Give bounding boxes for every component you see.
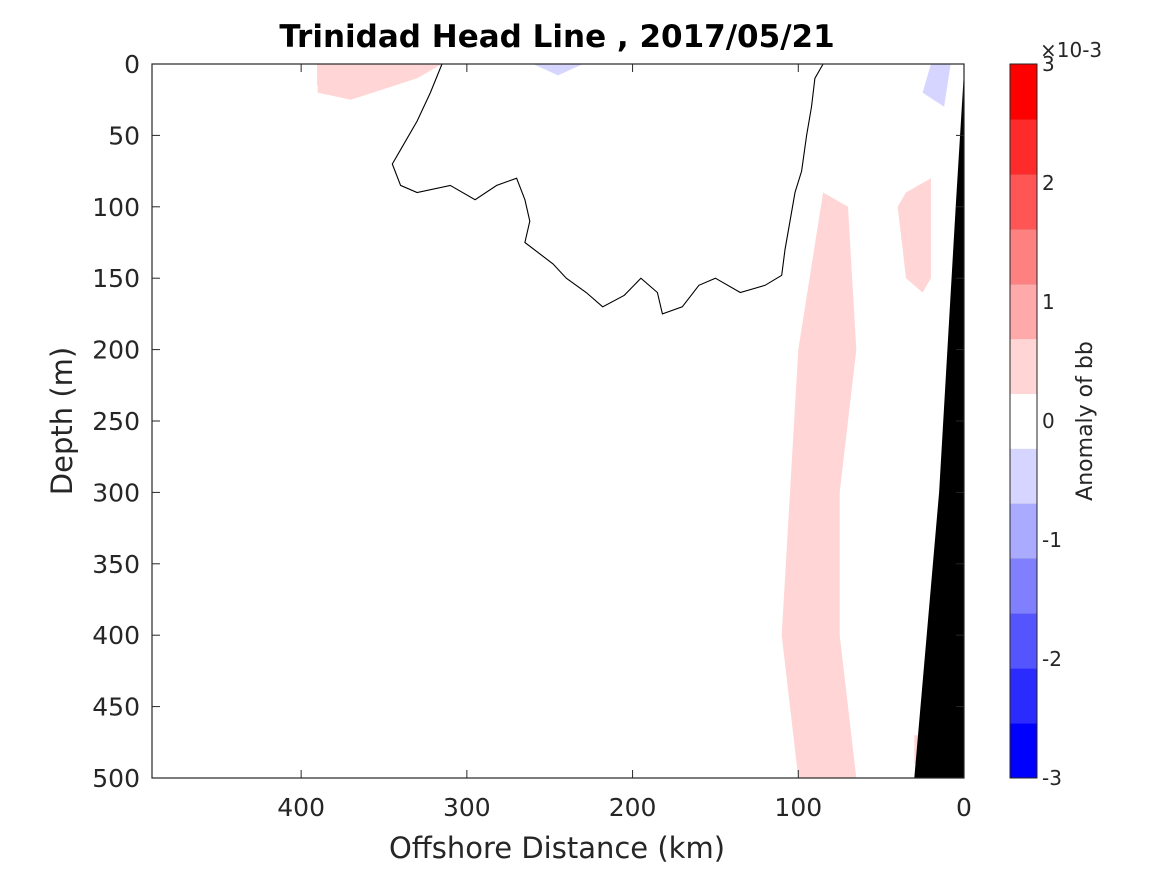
y-tick-label: 100 [92, 193, 140, 222]
y-tick-label: 300 [92, 478, 140, 507]
colorbar-tick-label: -3 [1042, 766, 1062, 790]
colorbar-segment [1010, 393, 1037, 449]
colorbar-tick-label: 0 [1042, 409, 1055, 433]
y-tick-label: 0 [124, 50, 140, 79]
colorbar-tick-label: 3 [1042, 52, 1055, 76]
x-axis-ticks: 400 300 200 100 0 [277, 64, 972, 822]
y-axis-label: Depth (m) [45, 347, 79, 495]
colorbar: -3 -2 -1 0 1 2 3 ×10-3 Anomaly of bb [1009, 38, 1102, 790]
anomaly-patch-5 [897, 178, 931, 293]
x-tick-label: 400 [277, 793, 325, 822]
y-tick-label: 350 [92, 550, 140, 579]
colorbar-segment [1010, 64, 1037, 120]
colorbar-segment [1010, 338, 1037, 395]
colorbar-segment [1010, 668, 1037, 724]
colorbar-tick-label: -1 [1042, 528, 1062, 552]
colorbar-segment [1010, 613, 1037, 669]
colorbar-segment [1010, 723, 1037, 779]
anomaly-patch-1 [317, 64, 442, 100]
y-tick-label: 50 [108, 121, 140, 150]
plot-area: 400 300 200 100 0 0 50 100 150 200 250 300 350 400 45… [92, 50, 972, 822]
colorbar-segment [1010, 228, 1037, 285]
y-axis-ticks: 0 50 100 150 200 250 300 350 400 450 500 [92, 50, 964, 793]
chart-title: Trinidad Head Line , 2017/05/21 [279, 19, 834, 55]
y-tick-label: 150 [92, 264, 140, 293]
zero-contours [391, 63, 824, 315]
anomaly-patch-4 [781, 192, 857, 778]
colorbar-label: Anomaly of bb [1073, 341, 1098, 501]
x-tick-label: 200 [609, 793, 657, 822]
zero-contour-0 [391, 63, 824, 315]
y-tick-label: 450 [92, 693, 140, 722]
colorbar-segment [1010, 503, 1037, 559]
anomaly-patch-3 [922, 64, 951, 107]
colorbar-segments [1010, 63, 1037, 779]
bathymetry-shading [914, 71, 964, 779]
y-tick-label: 250 [92, 407, 140, 436]
colorbar-segment [1010, 448, 1037, 504]
colorbar-exponent: ×10-3 [1040, 38, 1102, 62]
y-tick-label: 400 [92, 621, 140, 650]
y-tick-label: 500 [92, 764, 140, 793]
colorbar-ticks: -3 -2 -1 0 1 2 3 [1042, 52, 1062, 790]
colorbar-tick-label: 2 [1042, 171, 1055, 195]
x-tick-label: 300 [443, 793, 491, 822]
colorbar-segment [1010, 283, 1037, 340]
anomaly-patch-2 [533, 64, 583, 76]
colorbar-segment [1010, 558, 1037, 614]
x-tick-label: 100 [774, 793, 822, 822]
colorbar-segment [1010, 118, 1037, 175]
colorbar-tick-label: 1 [1042, 290, 1055, 314]
y-tick-label: 200 [92, 336, 140, 365]
colorbar-frame [1009, 63, 1038, 779]
x-tick-label: 0 [956, 793, 972, 822]
colorbar-segment [1010, 173, 1037, 230]
x-axis-label: Offshore Distance (km) [389, 831, 725, 865]
colorbar-tick-label: -2 [1042, 647, 1062, 671]
